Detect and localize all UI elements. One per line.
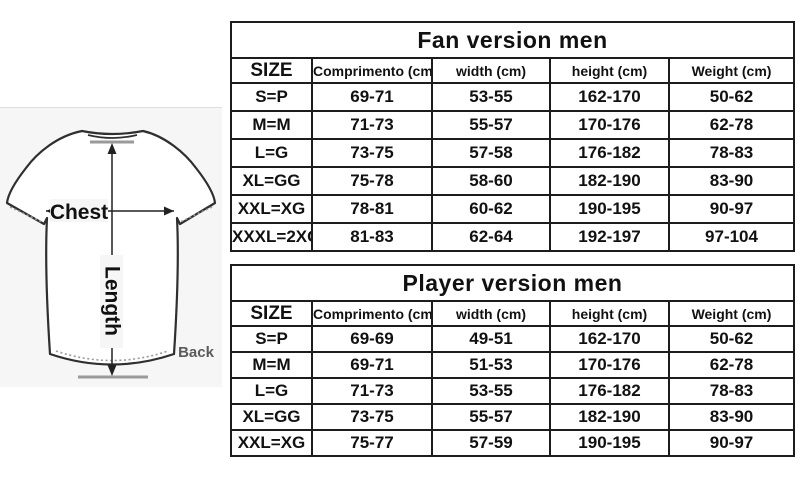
cell: 81-83 [311, 222, 433, 252]
header-row: SIZE Comprimento (cm) width (cm) height … [230, 57, 796, 84]
column-header-size: SIZE [230, 57, 313, 84]
cell: 53-55 [431, 82, 551, 112]
tshirt-diagram: Chest Length Back [0, 107, 222, 387]
cell: 51-53 [431, 351, 551, 379]
cell: 55-57 [431, 403, 551, 431]
cell: 58-60 [431, 166, 551, 196]
cell: 57-58 [431, 138, 551, 168]
table-row: XL=GG 73-75 55-57 182-190 83-90 [230, 403, 795, 431]
cell: 170-176 [549, 110, 670, 140]
header-row: SIZE Comprimento (cm) width (cm) height … [230, 300, 795, 327]
cell: 73-75 [311, 403, 433, 431]
cell: 176-182 [549, 138, 670, 168]
cell: 162-170 [549, 325, 670, 353]
cell-size: XXXL=2XG [230, 222, 313, 252]
cell-size: M=M [230, 110, 313, 140]
cell: 71-73 [311, 377, 433, 405]
cell: 182-190 [549, 403, 670, 431]
cell: 69-69 [311, 325, 433, 353]
cell: 69-71 [311, 351, 433, 379]
length-label-bg [100, 255, 123, 348]
collar-line [87, 134, 138, 139]
cell: 83-90 [668, 403, 795, 431]
cell: 50-62 [668, 325, 795, 353]
cell: 176-182 [549, 377, 670, 405]
length-arrowhead-up [107, 143, 117, 154]
cell: 192-197 [549, 222, 670, 252]
fan-version-table: Fan version men SIZE Comprimento (cm) wi… [229, 21, 796, 252]
cell: 75-78 [311, 166, 433, 196]
cell: 190-195 [549, 194, 670, 224]
column-header-size: SIZE [230, 300, 313, 327]
cell-size: S=P [230, 325, 313, 353]
table-row: M=M 69-71 51-53 170-176 62-78 [230, 351, 795, 379]
cell: 62-78 [667, 110, 796, 140]
chest-arrowhead-right [164, 206, 174, 216]
cell-size: XXL=XG [230, 194, 313, 224]
table-row: L=G 73-75 57-58 176-182 78-83 [230, 138, 796, 168]
cell: 170-176 [549, 351, 670, 379]
length-label: Length [101, 266, 124, 336]
table-row: M=M 71-73 55-57 170-176 62-78 [230, 110, 796, 140]
chest-label: Chest [50, 201, 108, 224]
cell: 97-104 [667, 222, 796, 252]
cell: 78-83 [668, 377, 795, 405]
column-header-height: height (cm) [549, 57, 670, 84]
cell-size: S=P [230, 82, 313, 112]
cell-size: XL=GG [230, 166, 313, 196]
cell: 50-62 [667, 82, 796, 112]
length-arrowhead-down [107, 365, 117, 376]
cell: 78-81 [311, 194, 433, 224]
table-row: XXXL=2XG 81-83 62-64 192-197 97-104 [230, 222, 796, 252]
cell: 53-55 [431, 377, 551, 405]
cell: 90-97 [667, 194, 796, 224]
cell-size: L=G [230, 377, 313, 405]
player-version-table: Player version men SIZE Comprimento (cm)… [230, 264, 795, 457]
cell: 162-170 [549, 82, 670, 112]
column-header-width: width (cm) [431, 300, 551, 327]
cell: 190-195 [549, 429, 670, 457]
cell: 90-97 [668, 429, 795, 457]
table-row: S=P 69-69 49-51 162-170 50-62 [230, 325, 795, 353]
column-header-weight: Weight (cm) [668, 300, 795, 327]
cell: 182-190 [549, 166, 670, 196]
column-header-weight: Weight (cm) [667, 57, 796, 84]
cell: 60-62 [431, 194, 551, 224]
cell: 69-71 [311, 82, 433, 112]
cell: 83-90 [667, 166, 796, 196]
right-cuff-stitching [179, 206, 213, 223]
cell-size: M=M [230, 351, 313, 379]
cell-size: XXL=XG [230, 429, 313, 457]
table-title: Player version men [230, 264, 795, 302]
cell: 62-64 [431, 222, 551, 252]
table-row: XXL=XG 75-77 57-59 190-195 90-97 [230, 429, 795, 457]
cell: 73-75 [311, 138, 433, 168]
back-label: Back [178, 344, 215, 361]
column-header-height: height (cm) [549, 300, 670, 327]
cell: 57-59 [431, 429, 551, 457]
cell: 55-57 [431, 110, 551, 140]
cell: 71-73 [311, 110, 433, 140]
tshirt-back-illustration: Chest Length Back [5, 129, 217, 379]
left-cuff-stitching [9, 206, 43, 223]
cell: 49-51 [431, 325, 551, 353]
cell-size: L=G [230, 138, 313, 168]
cell: 78-83 [667, 138, 796, 168]
cell-size: XL=GG [230, 403, 313, 431]
table-row: L=G 71-73 53-55 176-182 78-83 [230, 377, 795, 405]
table-row: S=P 69-71 53-55 162-170 50-62 [230, 82, 796, 112]
cell: 75-77 [311, 429, 433, 457]
column-header-comprimento: Comprimento (cm) [311, 300, 433, 327]
cell: 62-78 [668, 351, 795, 379]
chest-label-bg [50, 199, 108, 222]
tshirt-outline [5, 129, 217, 366]
column-header-width: width (cm) [431, 57, 551, 84]
table-row: XXL=XG 78-81 60-62 190-195 90-97 [230, 194, 796, 224]
table-title: Fan version men [229, 21, 796, 59]
table-row: XL=GG 75-78 58-60 182-190 83-90 [230, 166, 796, 196]
column-header-comprimento: Comprimento (cm) [311, 57, 433, 84]
